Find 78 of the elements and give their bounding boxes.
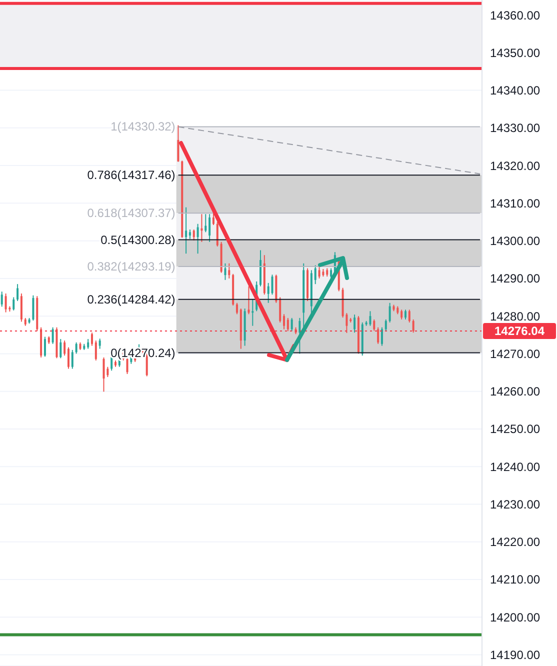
candlestick bbox=[212, 212, 214, 226]
y-tick-label: 14290.00 bbox=[490, 272, 540, 286]
y-tick-label: 14350.00 bbox=[490, 46, 540, 60]
candlestick bbox=[388, 302, 391, 323]
candlestick bbox=[318, 266, 320, 279]
y-tick-label: 14200.00 bbox=[490, 610, 540, 624]
candlestick bbox=[87, 338, 90, 350]
candlestick bbox=[384, 318, 387, 332]
candlestick bbox=[354, 314, 356, 334]
candlestick bbox=[369, 310, 372, 326]
candlestick bbox=[12, 296, 15, 311]
candlestick bbox=[248, 286, 250, 315]
candlestick bbox=[71, 349, 74, 370]
ref-line-label: 0.618(14307.37) bbox=[87, 206, 176, 220]
candlestick bbox=[412, 318, 414, 334]
ref-line-label: 0.5(14300.28) bbox=[100, 232, 176, 247]
candlestick bbox=[228, 262, 230, 279]
candlestick bbox=[408, 309, 410, 323]
candlestick bbox=[32, 294, 34, 322]
candlestick bbox=[90, 332, 93, 346]
candlestick bbox=[267, 282, 270, 304]
ref-line-label: 0.236(14284.42) bbox=[87, 292, 176, 306]
candlestick bbox=[188, 229, 191, 240]
candlestick bbox=[60, 338, 62, 359]
candlestick bbox=[286, 317, 289, 332]
candlestick bbox=[52, 326, 54, 344]
candlestick bbox=[252, 299, 254, 326]
candlestick bbox=[192, 229, 195, 241]
candlestick bbox=[330, 268, 332, 279]
y-tick-label: 14250.00 bbox=[490, 422, 540, 436]
candlestick bbox=[283, 314, 286, 330]
candlestick bbox=[177, 124, 180, 162]
y-tick-label: 14330.00 bbox=[490, 121, 540, 136]
y-tick-label: 14320.00 bbox=[490, 158, 540, 173]
y-tick-label: 14190.00 bbox=[490, 648, 540, 662]
y-tick-label: 14230.00 bbox=[490, 497, 540, 512]
candlestick bbox=[4, 292, 7, 313]
ref-line-label: 0.786(14317.46) bbox=[87, 168, 176, 182]
candlestick bbox=[64, 340, 66, 356]
y-tick-label: 14280.00 bbox=[490, 309, 540, 324]
y-tick-label: 14220.00 bbox=[490, 535, 540, 550]
candlestick bbox=[75, 342, 78, 354]
candlestick bbox=[236, 302, 238, 315]
candlestick bbox=[216, 222, 218, 247]
candlestick bbox=[271, 274, 274, 296]
ref-line-label: 0.382(14293.19) bbox=[87, 259, 176, 274]
candlestick bbox=[16, 284, 19, 302]
candlestick bbox=[224, 262, 226, 280]
candlestick bbox=[44, 336, 46, 358]
candlestick bbox=[290, 317, 293, 332]
candlestick bbox=[400, 309, 403, 320]
candlestick bbox=[373, 318, 376, 332]
ref-line-label: 1(14330.32) bbox=[110, 120, 176, 134]
candlestick bbox=[208, 214, 211, 242]
candlestick bbox=[0, 291, 3, 308]
candlestick bbox=[204, 214, 207, 233]
y-tick-label: 14260.00 bbox=[490, 384, 540, 399]
candlestick bbox=[404, 309, 406, 320]
y-tick-label: 14240.00 bbox=[490, 460, 540, 474]
candlestick bbox=[380, 326, 383, 346]
candlestick bbox=[196, 223, 199, 254]
candlestick bbox=[102, 356, 105, 392]
candlestick bbox=[67, 346, 70, 370]
candlestick bbox=[314, 264, 316, 285]
candlestick bbox=[94, 340, 97, 361]
y-tick-label: 14340.00 bbox=[490, 84, 540, 98]
candlestick bbox=[185, 206, 188, 254]
candlestick bbox=[98, 338, 101, 350]
candlestick bbox=[279, 296, 282, 323]
candlestick bbox=[377, 326, 380, 344]
candlestick bbox=[20, 292, 22, 322]
y-tick-label: 14310.00 bbox=[490, 196, 540, 210]
y-tick-label: 14360.00 bbox=[490, 8, 540, 22]
y-tick-label: 14210.00 bbox=[490, 572, 540, 587]
candlestick bbox=[106, 366, 109, 378]
y-tick-label: 14300.00 bbox=[490, 234, 540, 248]
ref-line-label: 14276.04 bbox=[494, 324, 545, 338]
y-tick-label: 14270.00 bbox=[490, 346, 540, 361]
